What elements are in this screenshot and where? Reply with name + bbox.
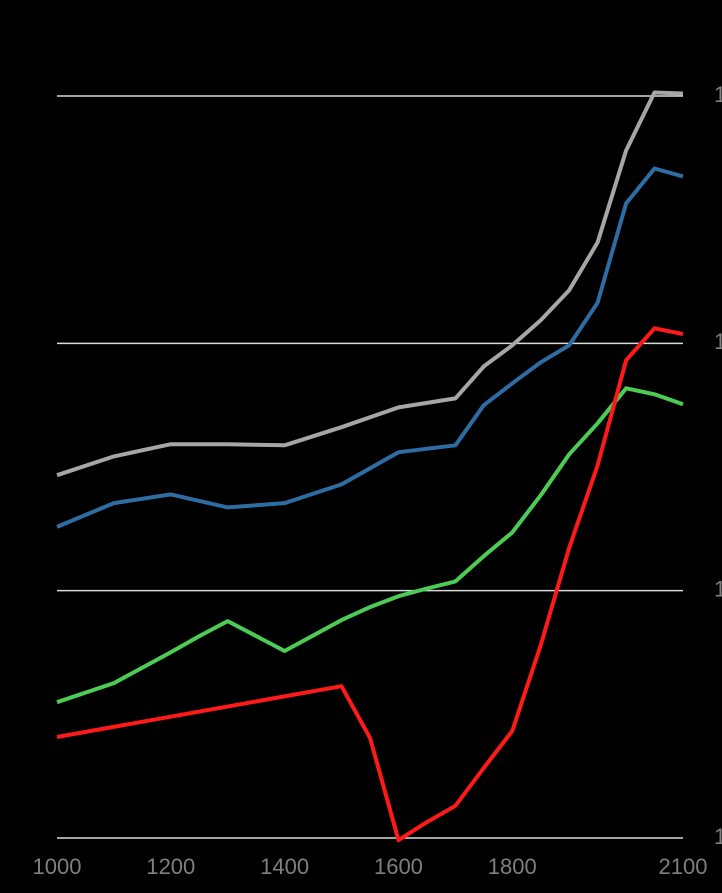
- y-tick-label: 1000: [714, 82, 722, 107]
- x-tick-label: 1200: [146, 854, 195, 879]
- x-tick-label: 1000: [33, 854, 82, 879]
- x-tick-label: 1800: [488, 854, 537, 879]
- y-tick-label: 1: [714, 824, 722, 849]
- y-tick-label: 100: [714, 329, 722, 354]
- y-tick-label: 10: [714, 576, 722, 601]
- x-tick-label: 1400: [260, 854, 309, 879]
- x-tick-label: 1600: [374, 854, 423, 879]
- series-line: [56, 166, 684, 529]
- series-line: [56, 326, 684, 843]
- series-line: [56, 386, 684, 705]
- x-tick-label: 2100: [659, 854, 708, 879]
- series-line: [56, 90, 684, 478]
